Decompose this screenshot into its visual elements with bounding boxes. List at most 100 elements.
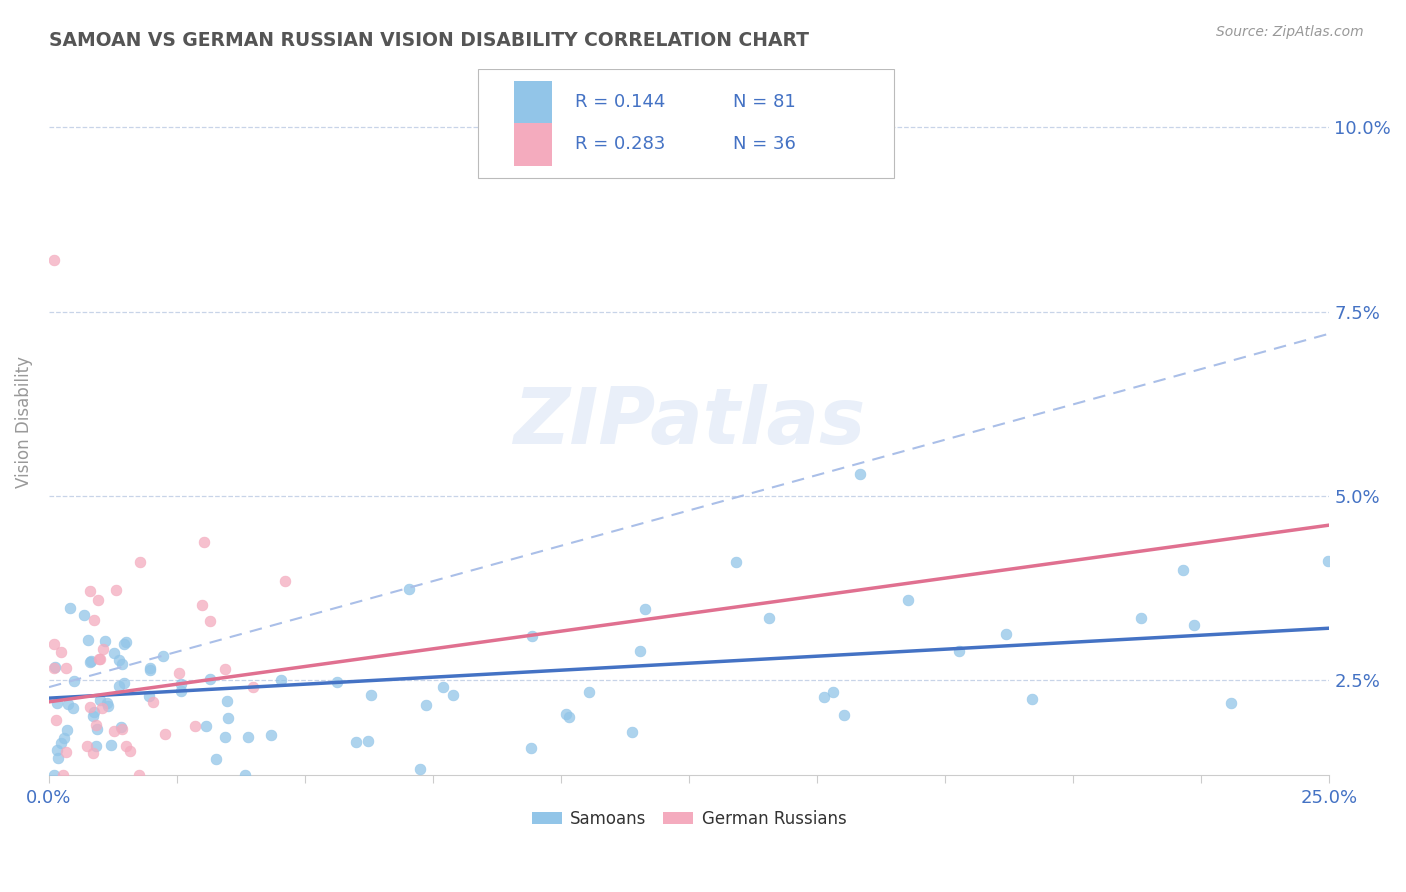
Point	[76, 739, 98, 754]
Point	[214, 662, 236, 676]
Text: N = 36: N = 36	[733, 136, 796, 153]
Point	[91, 642, 114, 657]
Point	[849, 467, 872, 481]
Point	[520, 740, 543, 755]
Point	[233, 768, 256, 782]
Point	[724, 555, 747, 569]
Point	[357, 734, 380, 748]
Point	[108, 652, 131, 666]
Point	[344, 735, 367, 749]
Point	[79, 655, 101, 669]
Point	[42, 637, 65, 651]
Point	[82, 709, 104, 723]
Point	[42, 661, 65, 675]
Point	[236, 730, 259, 744]
Point	[205, 752, 228, 766]
Point	[142, 695, 165, 709]
Bar	[513, 123, 553, 166]
Point	[103, 646, 125, 660]
Point	[217, 694, 239, 708]
Point	[152, 648, 174, 663]
Point	[115, 739, 138, 754]
Point	[52, 768, 75, 782]
Point	[79, 584, 101, 599]
Point	[55, 660, 77, 674]
Point	[441, 688, 464, 702]
Point	[118, 744, 141, 758]
Point	[184, 719, 207, 733]
Point	[558, 710, 581, 724]
Point	[994, 627, 1017, 641]
Point	[115, 634, 138, 648]
Point	[86, 739, 108, 753]
Text: ZIPatlas: ZIPatlas	[513, 384, 865, 460]
Point	[100, 738, 122, 752]
Point	[897, 593, 920, 607]
Point	[87, 593, 110, 607]
Point	[89, 693, 111, 707]
Point	[91, 701, 114, 715]
Point	[198, 672, 221, 686]
Point	[56, 697, 79, 711]
Point	[217, 711, 239, 725]
Point	[112, 676, 135, 690]
Point	[832, 708, 855, 723]
Point	[94, 634, 117, 648]
Point	[360, 689, 382, 703]
Point	[45, 743, 67, 757]
Point	[52, 731, 75, 746]
Point	[628, 644, 651, 658]
Point	[111, 722, 134, 736]
Point	[578, 685, 600, 699]
Text: N = 81: N = 81	[733, 94, 796, 112]
Point	[49, 645, 72, 659]
Point	[155, 727, 177, 741]
Point	[42, 768, 65, 782]
Point	[270, 673, 292, 687]
Point	[167, 666, 190, 681]
Point	[169, 684, 191, 698]
Point	[46, 751, 69, 765]
Point	[89, 652, 111, 666]
Point	[198, 615, 221, 629]
Point	[73, 608, 96, 623]
Point	[129, 555, 152, 569]
Point	[948, 644, 970, 658]
Point	[1220, 696, 1243, 710]
Point	[96, 697, 118, 711]
Point	[409, 762, 432, 776]
Point	[758, 610, 780, 624]
Point	[139, 663, 162, 677]
Point	[1173, 563, 1195, 577]
Point	[1130, 610, 1153, 624]
Point	[108, 679, 131, 693]
FancyBboxPatch shape	[478, 69, 894, 178]
Point	[55, 745, 77, 759]
Point	[83, 706, 105, 720]
Point	[62, 701, 84, 715]
Point	[259, 728, 281, 742]
Point	[555, 706, 578, 721]
Point	[86, 723, 108, 737]
Point	[83, 613, 105, 627]
Point	[76, 632, 98, 647]
Point	[621, 725, 644, 739]
Point	[59, 601, 82, 615]
Bar	[513, 81, 553, 123]
Point	[1317, 554, 1340, 568]
Point	[634, 602, 657, 616]
Point	[84, 718, 107, 732]
Legend: Samoans, German Russians: Samoans, German Russians	[526, 803, 853, 834]
Point	[46, 697, 69, 711]
Point	[105, 582, 128, 597]
Point	[55, 723, 77, 737]
Point	[80, 654, 103, 668]
Point	[79, 700, 101, 714]
Point	[326, 675, 349, 690]
Point	[813, 690, 835, 704]
Point	[89, 652, 111, 666]
Point	[62, 673, 84, 688]
Point	[432, 680, 454, 694]
Point	[139, 661, 162, 675]
Point	[42, 252, 65, 267]
